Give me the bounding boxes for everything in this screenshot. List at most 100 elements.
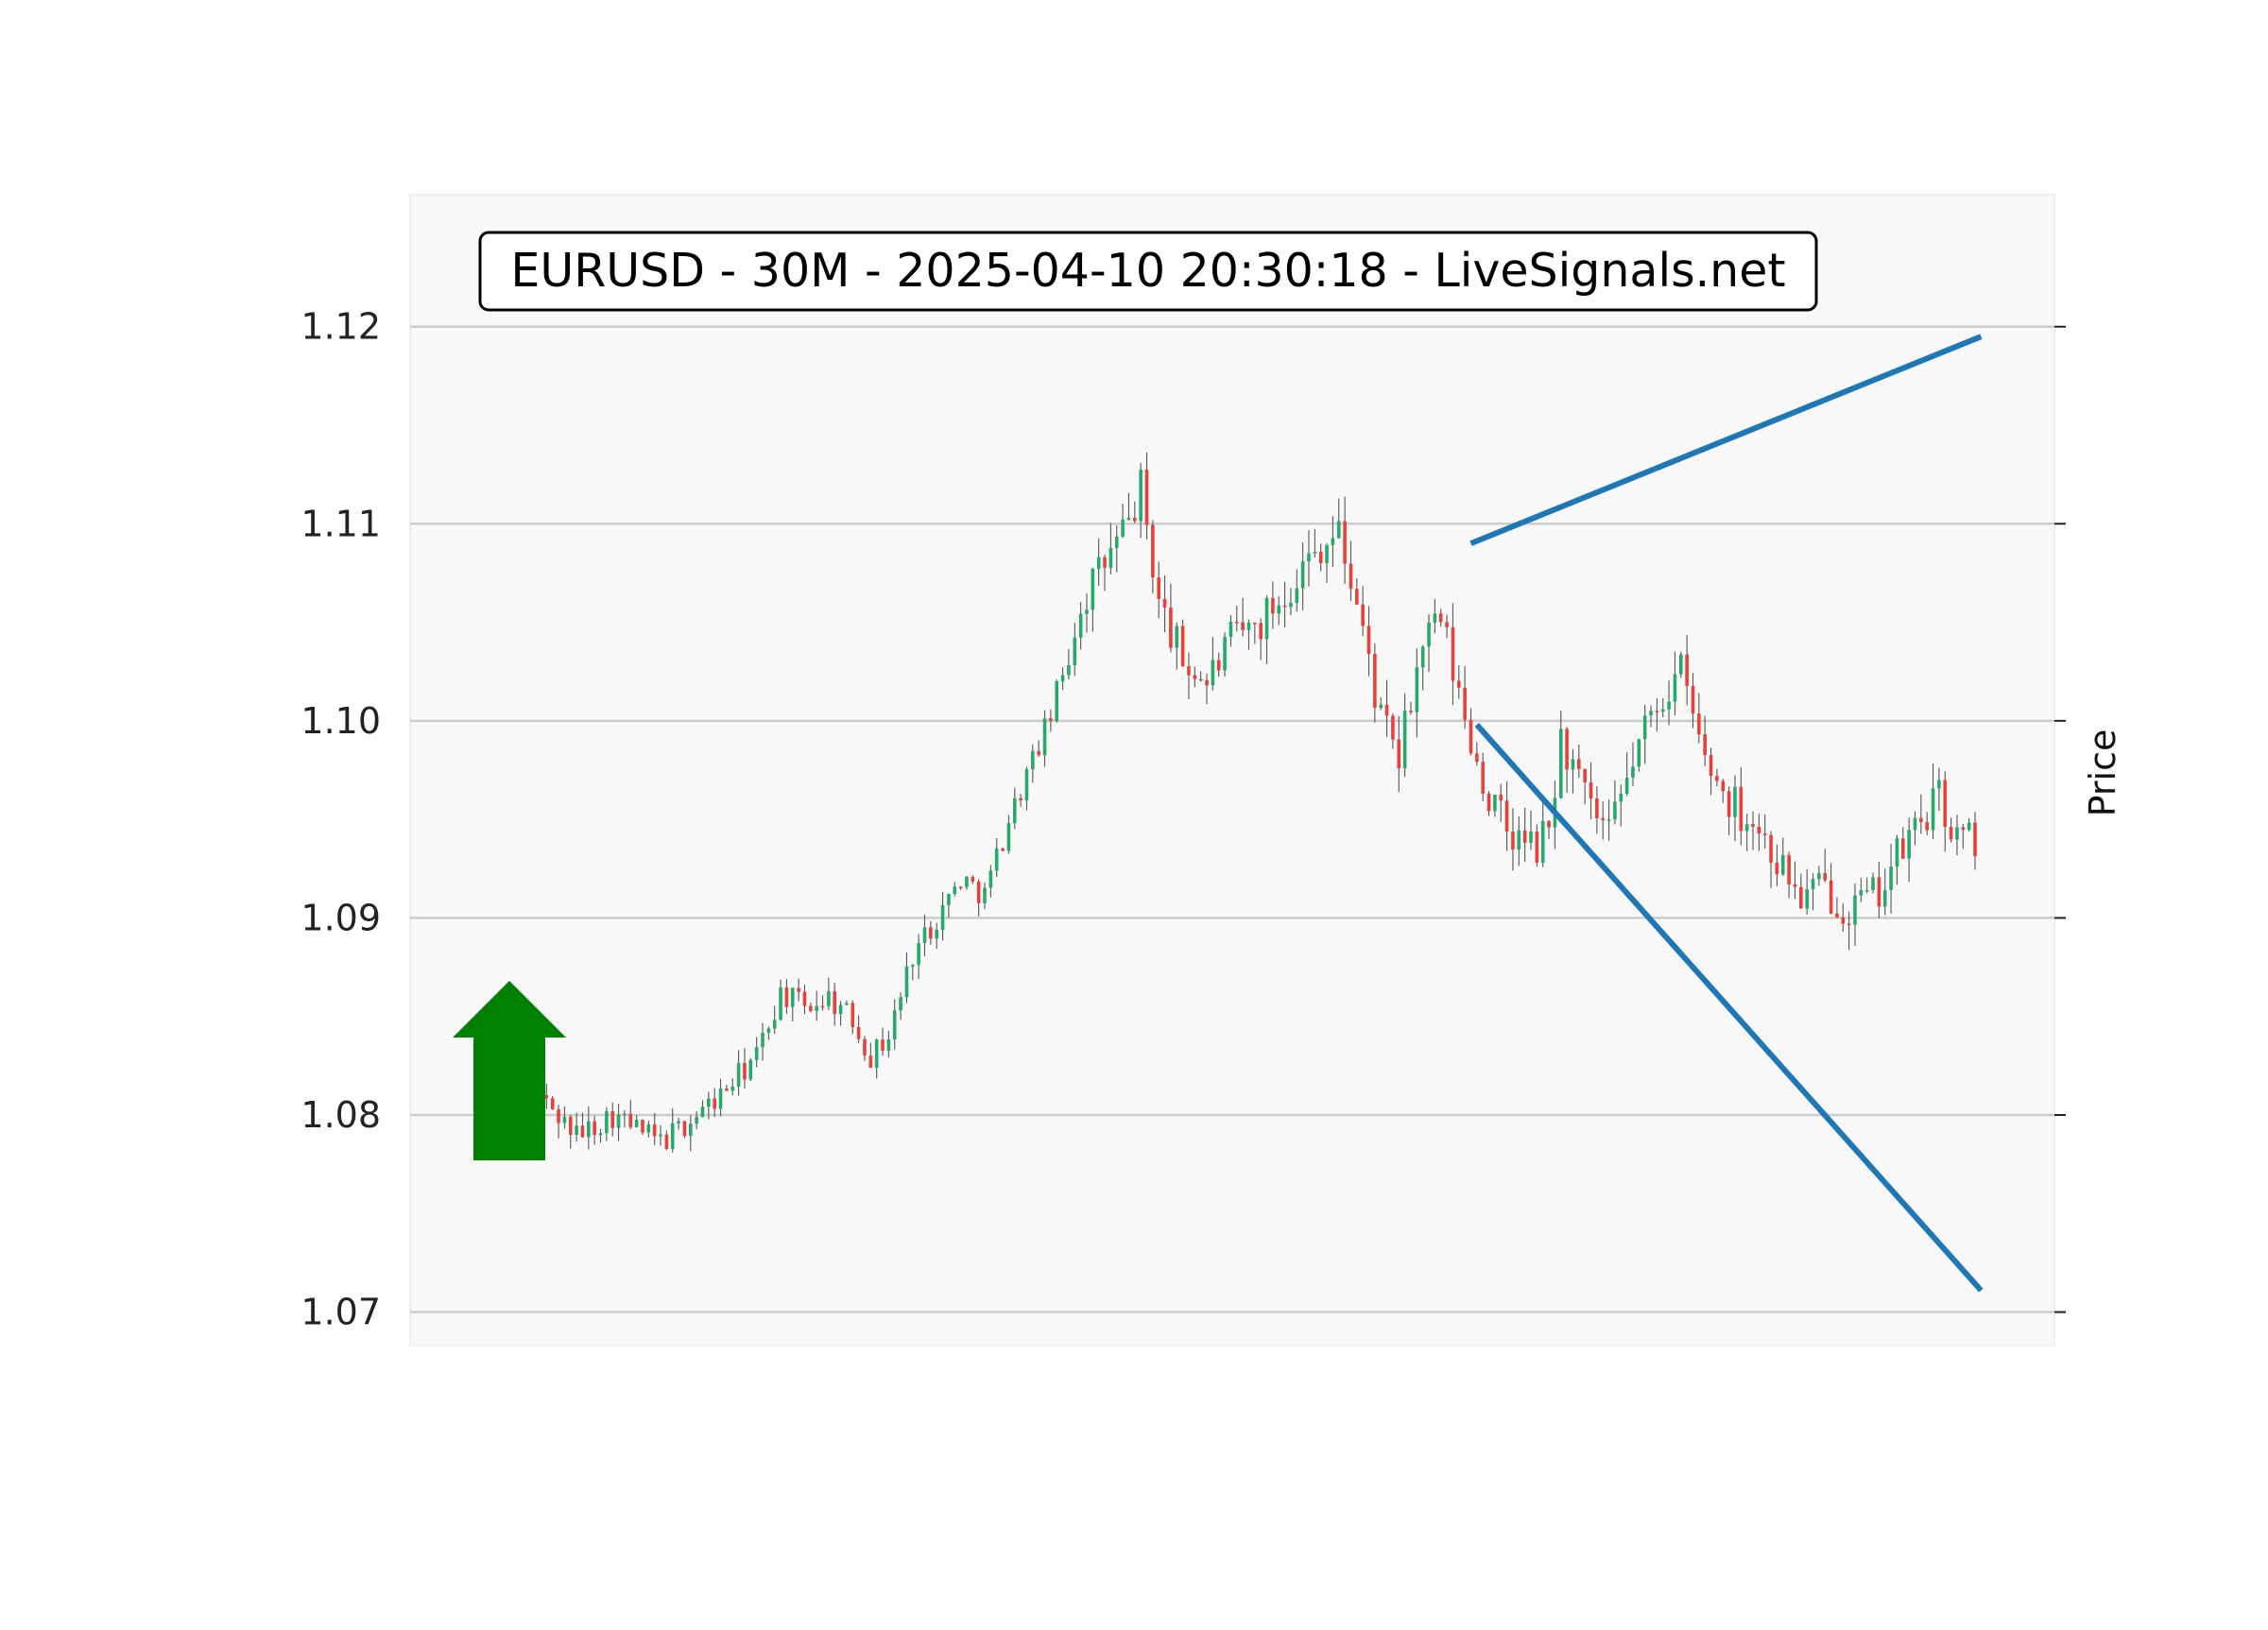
candle-body [1685,654,1689,687]
candle-body [1499,794,1503,801]
y-axis-label: Price [2082,729,2123,817]
candle-body [802,991,807,1006]
candle-body [1558,729,1563,798]
candle-body [1817,873,1821,880]
candle-body [1841,917,1846,924]
y-tick-label: 1.07 [301,1292,381,1333]
candle-body [953,886,957,895]
candle-body [1001,848,1005,851]
candle-body [1655,711,1659,712]
candle-body [1384,704,1389,716]
candle-body [1343,521,1347,564]
candle-body [1006,823,1011,851]
candle-body [1451,626,1455,681]
candle-body [646,1124,651,1133]
candle-body [1606,819,1611,821]
candle-body [1126,517,1131,520]
candle-body [1811,879,1815,890]
candle-body [1456,680,1461,688]
candle-body [827,991,831,1006]
candle-body [790,987,795,1007]
candle-body [1871,877,1875,890]
candle-body [1649,711,1653,716]
candle-body [1085,609,1089,614]
candle-body [1049,718,1053,722]
candle-body [1241,622,1245,630]
candle-body [994,848,999,871]
y-tick-label: 1.11 [301,503,381,544]
candle-body [670,1123,675,1149]
candle-body [1438,613,1443,623]
candle-body [1031,750,1035,770]
candle-body [1961,827,1966,831]
candle-body [568,1116,573,1135]
candle-body [886,1038,891,1051]
candle-body [1727,791,1731,817]
candle-body [1427,622,1431,647]
candle-body [772,1020,777,1029]
candle-body [1078,613,1083,638]
candle-body [598,1133,603,1136]
candle-body [748,1059,753,1080]
candle-body [1673,674,1677,702]
candle-body [1589,781,1593,798]
plot-area [409,194,2055,1347]
candle-body [1895,838,1899,867]
candle-body [1313,551,1317,554]
candle-body [1037,750,1040,756]
candle-body [605,1111,609,1134]
candle-body [1331,538,1335,545]
signal-arrow-up-icon [453,980,566,1160]
candle-body [1055,680,1059,722]
candle-body [850,1003,855,1027]
candle-body [1300,561,1305,589]
candle-body [1864,889,1869,892]
candle-body [958,886,963,888]
candle-body [1613,801,1617,820]
candle-body [766,1028,771,1034]
candle-body [677,1121,680,1124]
candle-body [1187,666,1191,676]
candle-body [1744,824,1749,832]
candle-body [664,1134,669,1149]
candle-body [610,1111,615,1128]
candle-body [1169,608,1173,648]
candle-body [1121,519,1125,537]
candle-body [1024,769,1029,801]
candle-body [1805,889,1809,909]
candle-body [562,1116,567,1124]
candle-body [1907,830,1911,859]
candle-body [743,1062,747,1080]
candle-body [1937,780,1941,789]
candle-body [1522,830,1527,843]
candle-body [1420,646,1425,668]
candle-body [1415,667,1419,712]
candle-body [797,987,800,992]
candle-body [1949,827,1953,840]
candle-body [659,1134,662,1137]
candle-body [1697,713,1701,735]
candle-body [713,1098,716,1109]
candle-body [754,1047,759,1060]
candle-body [1877,877,1881,907]
candle-body [856,1026,861,1039]
trendlines [1469,334,1984,1293]
candle-body [1139,470,1143,522]
candle-body [983,887,987,903]
candle-body [1144,470,1149,525]
candle-body [1547,820,1551,828]
candle-body [1042,718,1047,756]
candle-body [1780,854,1785,875]
candle-body [1913,817,1917,831]
candle-body [761,1033,765,1048]
candle-body [892,1010,897,1039]
candle-body [1282,605,1287,608]
candle-body [971,877,975,882]
candle-body [1678,654,1683,675]
candle-body [682,1121,687,1137]
candle-body [1715,776,1719,781]
candle-body [1211,660,1215,686]
candle-body [1577,759,1581,769]
candle-body [575,1125,578,1135]
candle-body [899,997,902,1011]
